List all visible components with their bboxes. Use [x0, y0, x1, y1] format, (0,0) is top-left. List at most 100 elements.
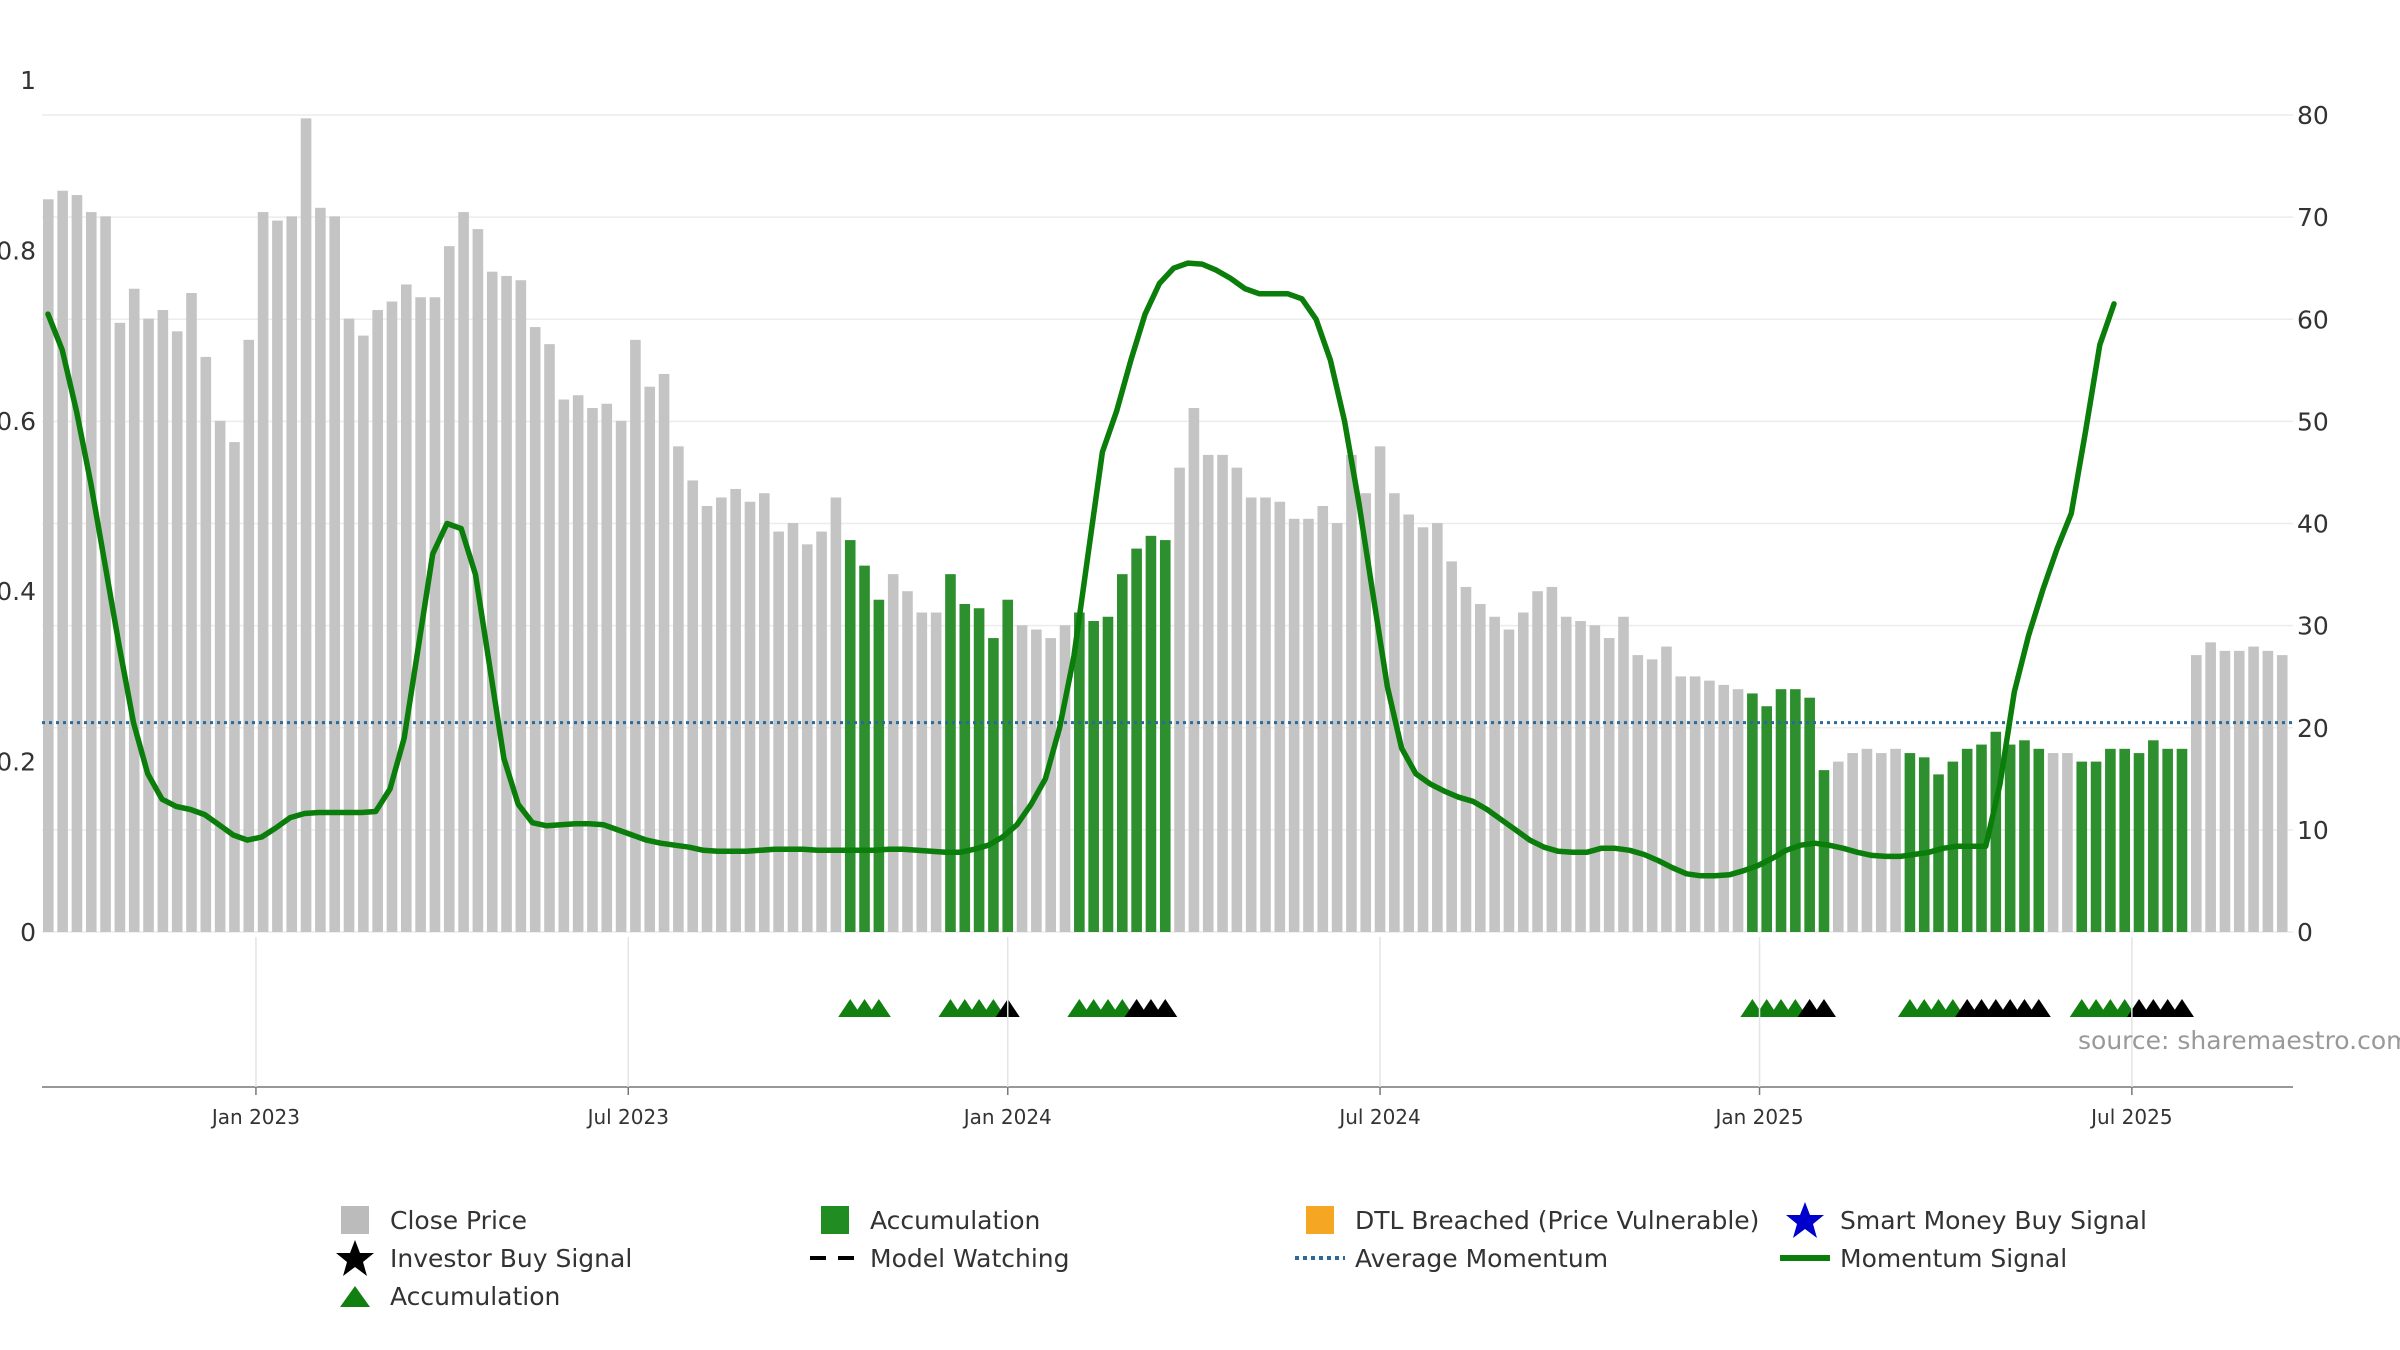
close-price-bar: [1331, 523, 1343, 932]
close-price-bar: [716, 497, 727, 932]
close-price-bar: [2233, 650, 2245, 932]
accumulation-bar: [1002, 599, 1014, 932]
close-price-bar: [1661, 646, 1672, 932]
close-price-bar: [1489, 616, 1500, 932]
close-price-bar: [515, 280, 527, 933]
close-price-bar: [386, 301, 398, 932]
right-tick-label: 0: [2297, 918, 2313, 947]
accumulation-bar: [1976, 744, 1987, 932]
close-price-bar: [902, 591, 913, 932]
close-price-bar: [801, 544, 813, 932]
accumulation-bar: [988, 638, 999, 932]
close-price-bar: [486, 271, 498, 932]
momentum-line: [45, 260, 2117, 879]
close-price-bar: [1059, 625, 1071, 932]
accumulation-bar: [2148, 740, 2159, 932]
accumulation-bar: [1918, 757, 1930, 932]
left-tick-label: 1: [20, 66, 36, 95]
investor-buy-triangle: [1153, 999, 1178, 1017]
close-price-bar: [2047, 753, 2059, 932]
x-tick-label: Jul 2023: [586, 1105, 669, 1129]
close-price-bar: [128, 288, 140, 932]
close-price-bar: [2248, 646, 2259, 932]
accumulation-bar: [2033, 748, 2045, 932]
left-tick-label: 0.8: [0, 236, 36, 265]
close-price-bar: [2205, 642, 2216, 932]
left-tick-label: 0.4: [0, 577, 36, 606]
left-axis-ticks: 0 0.2 0.4 0.6 0.8 1: [0, 66, 36, 947]
accumulation-bar: [1145, 535, 1157, 932]
accumulation-bar: [945, 574, 956, 932]
close-price-bar: [773, 531, 784, 932]
close-price-bar: [1303, 518, 1314, 932]
close-price-bar: [1360, 493, 1372, 932]
close-price-bar: [1031, 629, 1042, 932]
close-price-bar: [2191, 655, 2202, 932]
close-price-bar: [501, 275, 512, 933]
right-tick-label: 20: [2297, 714, 2329, 743]
investor-buy-triangle: [1811, 999, 1836, 1017]
accumulation-bar: [973, 608, 985, 932]
x-tick-label: Jul 2024: [1337, 1105, 1420, 1129]
close-price-bar: [443, 246, 455, 932]
source-annotation: source: sharemaestro.com: [2078, 1026, 2400, 1055]
x-tick-label: Jul 2025: [2089, 1105, 2172, 1129]
accumulation-bar: [1790, 689, 1801, 932]
right-tick-label: 70: [2297, 203, 2329, 232]
close-price-bar: [2062, 753, 2073, 932]
close-price-bar: [85, 212, 97, 932]
close-price-bar: [887, 574, 899, 932]
accumulation-bar: [2090, 761, 2102, 932]
accumulation-bar: [1804, 697, 1815, 932]
close-price-bar: [558, 399, 570, 932]
accumulation-bar: [1961, 748, 1973, 932]
close-price-bar: [601, 403, 613, 932]
close-price-bar: [615, 420, 627, 932]
close-price-bar: [1432, 523, 1443, 932]
close-price-bar: [1890, 748, 1901, 932]
close-price-bar: [687, 480, 698, 932]
close-price-bar: [1417, 527, 1429, 932]
close-price-bar: [1546, 586, 1558, 932]
right-tick-label: 50: [2297, 407, 2329, 436]
close-price-bar: [1346, 454, 1357, 932]
close-price-bar: [286, 216, 298, 932]
close-price-bar: [343, 318, 355, 932]
close-price-bar: [257, 212, 269, 932]
accumulation-bar: [859, 565, 870, 932]
close-price-bar: [816, 531, 827, 932]
close-price-bar: [1560, 616, 1572, 932]
close-price-bar: [658, 373, 670, 932]
close-price-bar: [401, 284, 412, 933]
close-price-bar: [1217, 454, 1228, 932]
close-price-bar: [830, 497, 842, 932]
accumulation-bar: [1761, 706, 1772, 932]
close-price-bar: [1704, 680, 1715, 932]
close-price-bar: [272, 220, 283, 932]
close-price-bar: [1245, 497, 1257, 932]
accumulation-bar: [1990, 731, 2002, 932]
close-price-bar: [529, 327, 541, 933]
close-price-bar: [1374, 446, 1386, 932]
close-price-bar: [1460, 586, 1472, 932]
close-price-bar: [1646, 659, 1658, 932]
right-tick-label: 80: [2297, 101, 2329, 130]
accumulation-bar: [1933, 774, 1944, 932]
close-price-bar: [1202, 454, 1214, 932]
close-price-bar: [1188, 408, 1200, 932]
accumulation-bar: [959, 603, 971, 932]
close-price-bar: [300, 118, 312, 933]
close-price-bar: [143, 318, 154, 932]
close-price-bar: [2219, 650, 2231, 932]
close-price-bar: [1861, 748, 1873, 932]
close-price-bar: [787, 523, 799, 932]
close-price-bar: [1532, 591, 1543, 932]
close-price-bar: [1718, 684, 1730, 932]
right-tick-label: 40: [2297, 510, 2329, 539]
close-price-bar: [1632, 655, 1644, 932]
close-price-bar: [315, 207, 326, 933]
close-price-bar: [1589, 625, 1601, 932]
accumulation-bar: [2162, 748, 2173, 932]
accumulation-bar: [844, 540, 856, 932]
close-price-bar: [157, 310, 169, 932]
